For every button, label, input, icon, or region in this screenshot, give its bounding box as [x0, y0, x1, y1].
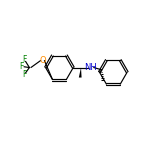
- Text: F: F: [22, 55, 26, 64]
- Text: F: F: [22, 70, 26, 79]
- Text: F: F: [19, 62, 24, 71]
- Text: O: O: [40, 56, 46, 65]
- Text: NH: NH: [85, 63, 97, 72]
- Polygon shape: [79, 67, 82, 78]
